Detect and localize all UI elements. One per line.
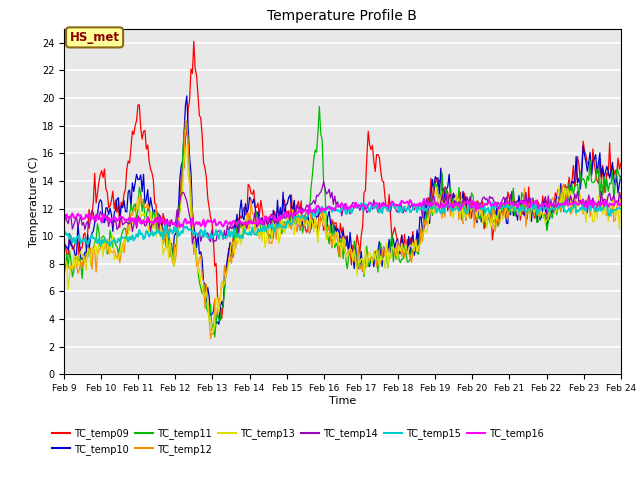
Legend: TC_temp09, TC_temp10, TC_temp11, TC_temp12, TC_temp13, TC_temp14, TC_temp15, TC_: TC_temp09, TC_temp10, TC_temp11, TC_temp… [49,424,547,459]
TC_temp09 [468,215,476,221]
TC_temp09 [190,38,198,44]
TC_temp11 [211,334,218,340]
TC_temp10 [183,93,191,99]
Text: HS_met: HS_met [70,31,120,44]
TC_temp11 [316,104,323,109]
TC_temp09 [617,160,625,166]
TC_temp11 [617,176,625,181]
TC_temp16 [127,219,135,225]
TC_temp14 [127,218,135,224]
TC_temp12 [244,210,252,216]
TC_temp12 [182,117,189,123]
TC_temp15 [106,243,114,249]
Title: Temperature Profile B: Temperature Profile B [268,10,417,24]
TC_temp10 [244,207,252,213]
TC_temp10 [127,204,135,209]
TC_temp11 [282,223,290,228]
TC_temp09 [284,209,291,215]
Line: TC_temp11: TC_temp11 [64,107,621,337]
TC_temp10 [284,201,291,206]
TC_temp14 [189,241,196,247]
TC_temp11 [465,197,472,203]
TC_temp12 [617,190,625,196]
TC_temp16 [563,196,570,202]
TC_temp12 [207,336,214,342]
TC_temp10 [465,202,472,207]
TC_temp14 [320,179,328,185]
TC_temp12 [284,220,291,226]
TC_temp14 [282,215,290,221]
TC_temp14 [617,195,625,201]
TC_temp09 [244,181,252,187]
TC_temp13 [413,249,421,254]
TC_temp09 [218,316,225,322]
Line: TC_temp13: TC_temp13 [64,146,621,331]
TC_temp14 [243,226,251,231]
TC_temp13 [183,143,191,149]
Line: TC_temp10: TC_temp10 [64,96,621,324]
X-axis label: Time: Time [329,396,356,406]
TC_temp11 [243,216,251,222]
TC_temp10 [413,227,421,233]
TC_temp15 [617,206,625,212]
TC_temp13 [127,222,135,228]
TC_temp09 [413,246,421,252]
TC_temp15 [60,231,68,237]
TC_temp13 [465,197,472,203]
TC_temp12 [465,212,472,218]
TC_temp16 [467,204,474,209]
TC_temp12 [127,210,135,216]
TC_temp15 [129,232,136,238]
TC_temp14 [468,203,476,209]
Line: TC_temp12: TC_temp12 [64,120,621,339]
TC_temp16 [463,199,471,205]
TC_temp11 [413,250,421,255]
TC_temp15 [467,205,474,211]
TC_temp13 [60,260,68,265]
TC_temp14 [60,222,68,228]
Y-axis label: Temperature (C): Temperature (C) [29,156,39,247]
TC_temp13 [617,192,625,198]
TC_temp12 [60,259,68,264]
TC_temp10 [215,321,223,327]
TC_temp15 [571,199,579,205]
Line: TC_temp15: TC_temp15 [64,202,621,246]
TC_temp11 [468,190,476,196]
TC_temp09 [60,249,68,254]
TC_temp10 [468,199,476,204]
TC_temp16 [60,213,68,219]
TC_temp15 [412,203,419,209]
TC_temp15 [463,210,471,216]
TC_temp10 [617,173,625,179]
TC_temp15 [282,225,290,231]
TC_temp16 [282,209,290,215]
TC_temp11 [127,201,135,207]
TC_temp13 [244,228,252,233]
TC_temp09 [127,144,135,150]
TC_temp12 [413,245,421,251]
Line: TC_temp09: TC_temp09 [64,41,621,319]
TC_temp16 [176,224,184,230]
TC_temp13 [284,213,291,218]
TC_temp14 [413,205,421,211]
TC_temp11 [60,271,68,276]
TC_temp13 [468,208,476,214]
Line: TC_temp14: TC_temp14 [64,182,621,244]
TC_temp16 [617,201,625,206]
Line: TC_temp16: TC_temp16 [64,199,621,227]
TC_temp09 [465,206,472,212]
TC_temp15 [243,230,251,236]
TC_temp16 [243,221,251,227]
TC_temp14 [465,201,472,206]
TC_temp13 [209,328,217,334]
TC_temp10 [60,240,68,245]
TC_temp16 [412,203,419,209]
TC_temp12 [468,198,476,204]
